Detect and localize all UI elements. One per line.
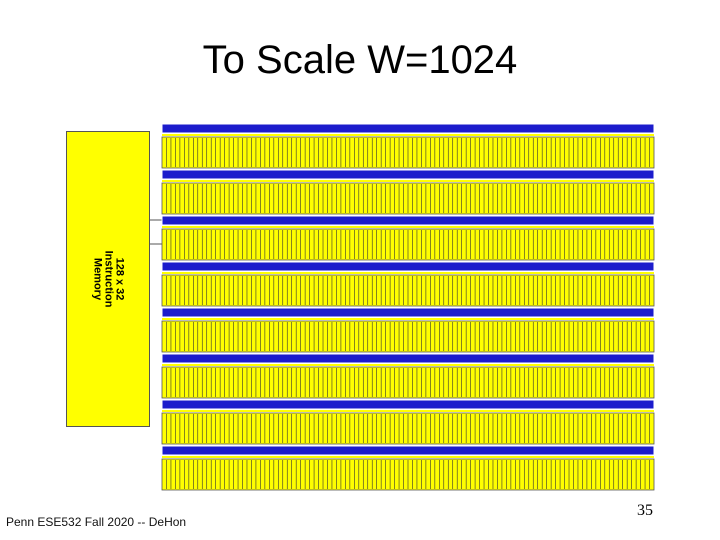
- bus-strip: [161, 399, 655, 410]
- bus-separator: [162, 272, 654, 274]
- bus-strip: [161, 124, 655, 134]
- bus-separator: [162, 364, 654, 366]
- cell-stripes: [166, 368, 650, 397]
- bus-separator: [162, 180, 654, 182]
- bank-row: [161, 445, 655, 491]
- bus-strip: [161, 445, 655, 456]
- bus-strip: [161, 307, 655, 318]
- cell-stripes: [166, 138, 650, 167]
- bank-row: [161, 399, 655, 445]
- cell-stripes: [166, 184, 650, 213]
- bank-row: [161, 353, 655, 399]
- bus-separator: [162, 226, 654, 228]
- bus-separator: [162, 318, 654, 320]
- cell-stripes: [166, 322, 650, 351]
- instruction-memory-label: 128 x 32 Instruction Memory: [91, 250, 126, 308]
- bus-strip: [161, 261, 655, 272]
- bank-rows: [161, 124, 655, 491]
- bus-separator: [162, 134, 654, 136]
- slide-title: To Scale W=1024: [202, 38, 518, 82]
- cell-stripes: [166, 276, 650, 305]
- imem-label-line-1: 128 x 32: [113, 257, 126, 301]
- bank-row: [161, 169, 655, 215]
- cell-stripes: [166, 230, 650, 259]
- bank-row: [161, 124, 655, 169]
- bank-row: [161, 215, 655, 261]
- bus-strip: [161, 353, 655, 364]
- slide-footer: Penn ESE532 Fall 2020 -- DeHon: [6, 515, 187, 529]
- processor-bank-array: [150, 124, 655, 491]
- cell-stripes: [166, 414, 650, 443]
- bus-separator: [162, 410, 654, 412]
- imem-label-line-2: Instruction: [102, 250, 115, 308]
- bank-row: [161, 261, 655, 307]
- bus-strip: [161, 215, 655, 226]
- page-number: 35: [637, 502, 653, 519]
- imem-label-line-3: Memory: [91, 257, 104, 301]
- bank-row: [161, 307, 655, 353]
- instruction-memory-block: 128 x 32 Instruction Memory: [66, 131, 150, 427]
- memory-connectors: [150, 219, 162, 245]
- bus-separator: [162, 456, 654, 458]
- bus-strip: [161, 169, 655, 180]
- cell-stripes: [166, 460, 650, 489]
